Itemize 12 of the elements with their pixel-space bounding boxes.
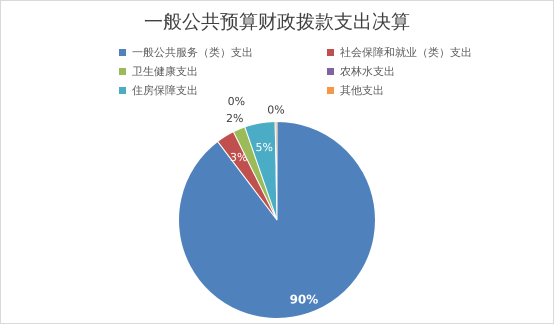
chart-title: 一般公共预算财政拨款支出决算 <box>143 10 411 35</box>
text: 0% <box>228 95 246 108</box>
data-label: 2% <box>226 112 244 125</box>
legend-label: 住房保障支出 <box>132 83 198 98</box>
data-label: 0% <box>267 103 285 116</box>
legend-label: 一般公共服务（类）支出 <box>132 45 253 60</box>
legend-label: 其他支出 <box>340 83 384 98</box>
data-label: 90% <box>290 292 318 306</box>
legend-label: 社会保障和就业（类）支出 <box>340 45 472 60</box>
data-label: 5% <box>256 141 273 154</box>
legend-label: 农林水支出 <box>340 64 395 79</box>
legend-label: 卫生健康支出 <box>132 64 198 79</box>
